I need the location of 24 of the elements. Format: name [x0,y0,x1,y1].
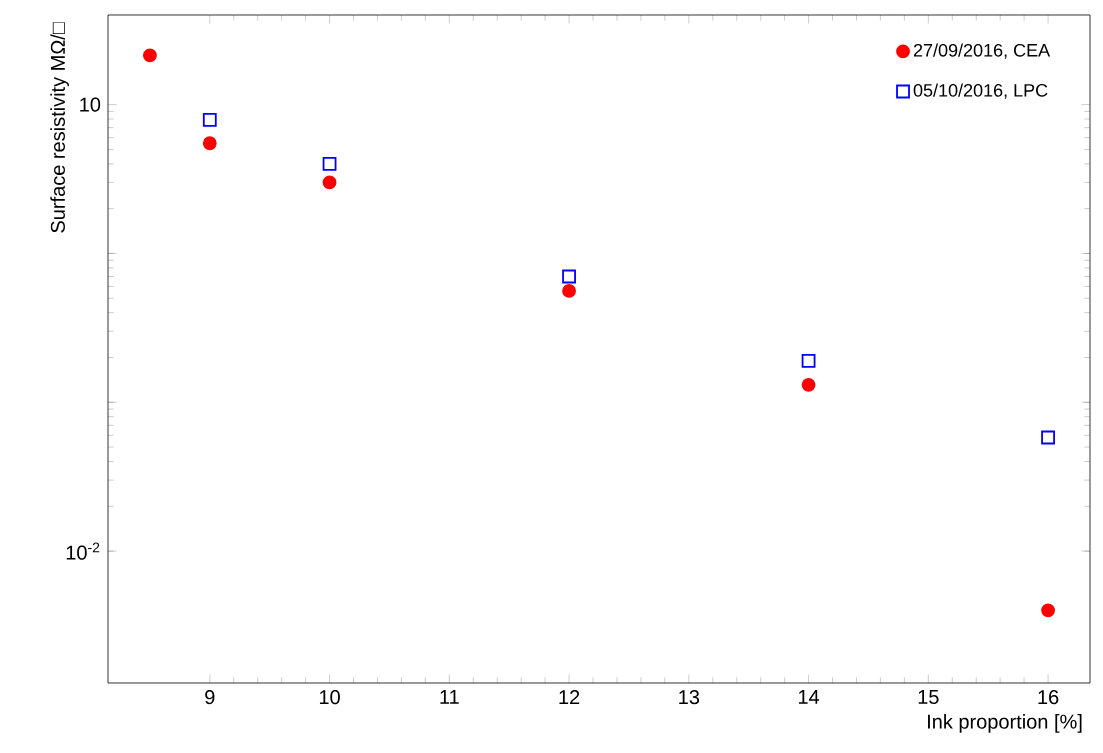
x-tick-label: 14 [798,690,820,704]
legend-label: 27/09/2016, CEA [913,43,1051,59]
point [322,156,337,171]
y-axis-title: Surface resistivity MΩ/□ [50,22,69,233]
point [562,284,576,298]
point [801,377,816,392]
point [322,175,337,190]
x-tick-label: 11 [440,690,459,704]
point [143,48,157,63]
point [562,269,576,284]
point [202,136,217,151]
x-tick-label: 12 [559,690,580,705]
x-tick-label: 10 [319,690,340,705]
point [1041,603,1055,618]
x-tick-label: 15 [918,690,939,705]
y-tick-label: 10$^{-2}$ [66,542,100,560]
x-axis-title: Ink proportion [%] [928,714,1082,733]
x-tick-label: 16 [1038,690,1059,705]
legend-label: 05/10/2016, LPC [913,83,1048,99]
x-tick-label: 9 [205,690,215,705]
point [202,112,217,127]
x-tick-label: 13 [679,690,700,705]
point [1041,430,1055,445]
point [801,353,816,368]
